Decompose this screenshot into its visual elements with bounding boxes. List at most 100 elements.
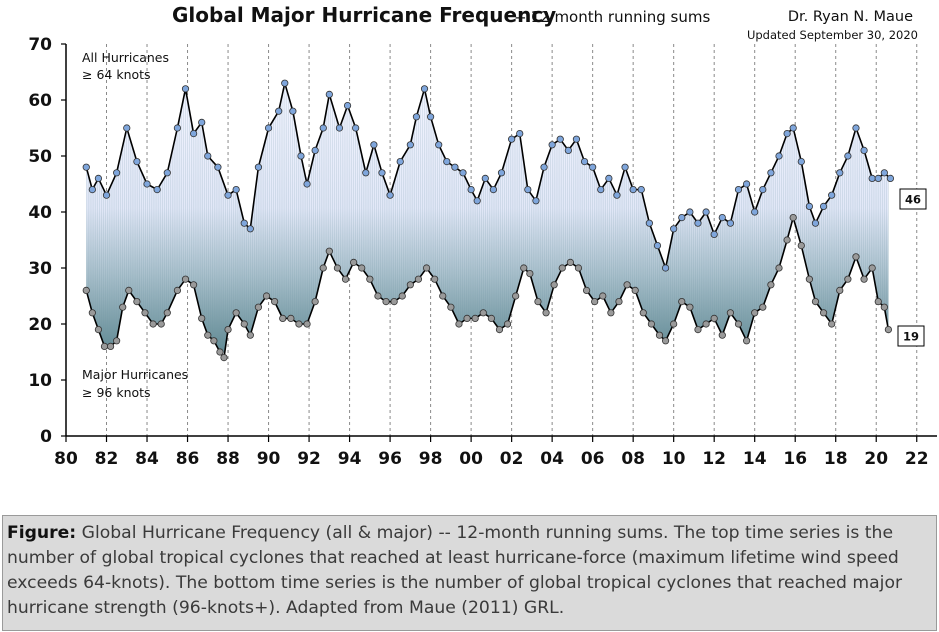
y-tick-label: 40 [28, 203, 52, 223]
all-hurricanes-point [181, 85, 190, 93]
all-hurricanes-point [508, 135, 516, 143]
x-tick-label: 96 [378, 449, 402, 469]
major-hurricanes-point [149, 320, 157, 328]
major-hurricanes-point [623, 281, 631, 289]
all-hurricanes-point [645, 219, 653, 227]
all-hurricanes-point [82, 163, 90, 171]
all-hurricanes-point [352, 124, 360, 132]
all-hurricanes-point [451, 163, 459, 171]
all-hurricanes-point [548, 141, 556, 149]
major-hurricanes-point [463, 314, 471, 322]
all-hurricanes-point [580, 158, 589, 166]
major-hurricanes-point [333, 264, 342, 272]
x-tick-label: 88 [216, 449, 240, 469]
all-hurricanes-point [311, 146, 319, 154]
major-hurricanes-point [534, 297, 542, 306]
major-hurricanes-point [88, 309, 96, 317]
all-hurricanes-point [370, 141, 378, 149]
x-tick-label: 06 [581, 449, 605, 469]
all-hurricanes-point [396, 158, 404, 166]
major-hurricanes-point [341, 275, 350, 283]
all-hurricanes-point [686, 208, 694, 216]
hurricane-frequency-chart: 80 82 84 86 88 90 92 94 96 98 00 02 04 06 08 10 12 14 16 18… [28, 3, 937, 469]
all-hurricanes-point [443, 158, 451, 166]
fill-band [86, 83, 889, 358]
major-hurricanes-point [526, 269, 534, 278]
all-hurricanes-point [459, 169, 467, 177]
all-hurricanes-point [726, 219, 734, 227]
x-tick-label: 84 [135, 449, 159, 469]
all-hurricanes-point [868, 174, 876, 182]
major-hurricanes-point [661, 337, 670, 345]
major-hurricanes-point [647, 320, 655, 328]
all-hurricanes-point [613, 191, 621, 199]
all-hurricanes-point [254, 163, 263, 171]
major-hurricanes-threshold: ≥ 96 knots [82, 385, 151, 400]
all-hurricanes-point [113, 169, 121, 177]
all-hurricanes-point [297, 152, 305, 160]
all-hurricanes-point [783, 130, 791, 138]
major-hurricanes-point [319, 264, 327, 272]
major-hurricanes-point [439, 292, 447, 300]
major-hurricanes-point [558, 264, 566, 272]
all-hurricanes-point [246, 225, 254, 233]
major-hurricanes-point [311, 297, 319, 306]
x-ticks: 80 82 84 86 88 90 92 94 96 98 00 02 04 06 08 10 12 14 16 18… [54, 436, 929, 469]
y-tick-label: 20 [28, 315, 52, 335]
major-hurricanes-point [94, 325, 103, 334]
y-tick-label: 0 [40, 427, 52, 447]
all-hurricanes-point [844, 152, 852, 160]
all-hurricanes-point [427, 113, 435, 121]
all-hurricanes-point [343, 102, 352, 110]
all-hurricanes-point [497, 169, 506, 177]
x-tick-label: 02 [500, 449, 524, 469]
major-hurricanes-point [431, 275, 439, 283]
y-tick-label: 50 [28, 147, 52, 167]
x-tick-label: 08 [621, 449, 645, 469]
all-hurricanes-point [489, 186, 497, 194]
major-hurricanes-point [455, 320, 463, 328]
major-hurricanes-point [836, 286, 844, 294]
all-hurricanes-point [133, 158, 141, 166]
major-hurricanes-point [783, 236, 791, 244]
major-hurricanes-point [751, 309, 759, 317]
all-hurricanes-point [564, 146, 572, 154]
series-layer [82, 79, 895, 362]
major-hurricanes-point [447, 303, 455, 311]
major-hurricanes-point [742, 337, 751, 345]
major-hurricanes-point [599, 292, 607, 300]
all-hurricanes-point [386, 191, 394, 199]
author-label: Dr. Ryan N. Maue [788, 9, 913, 25]
all-hurricanes-point [102, 191, 111, 199]
major-hurricanes-point [591, 297, 599, 306]
x-tick-label: 12 [702, 449, 726, 469]
major-hurricanes-point [125, 286, 133, 294]
major-hurricanes-point [366, 275, 374, 283]
all-hurricanes-point [281, 79, 289, 87]
all-hurricanes-point [532, 197, 540, 205]
major-hurricanes-point [702, 320, 710, 328]
all-hurricanes-point [874, 174, 882, 182]
major-hurricanes-point [789, 214, 797, 222]
all-hurricanes-point [435, 141, 443, 149]
major-hurricanes-label: Major Hurricanes [82, 367, 188, 382]
major-hurricanes-point [325, 247, 333, 255]
major-hurricanes-point [512, 292, 520, 300]
major-hurricanes-point [350, 258, 358, 266]
figure-caption: Figure: Global Hurricane Frequency (all … [2, 515, 937, 631]
y-tick-label: 60 [28, 91, 52, 111]
all-hurricanes-point [406, 141, 414, 149]
major-hurricanes-point [414, 275, 423, 283]
all-hurricanes-point [819, 202, 828, 210]
major-hurricanes-point [503, 320, 512, 328]
major-hurricanes-point [173, 286, 182, 294]
major-hurricanes-point [204, 331, 212, 339]
all-hurricanes-point [362, 169, 370, 177]
band-area [86, 88, 889, 355]
major-hurricanes-point [607, 309, 615, 317]
major-hurricanes-point [880, 303, 888, 311]
major-hurricanes-point [775, 264, 783, 272]
x-tick-label: 82 [95, 449, 119, 469]
major-hurricanes-point [844, 275, 852, 283]
all-hurricanes-line [85, 82, 891, 271]
